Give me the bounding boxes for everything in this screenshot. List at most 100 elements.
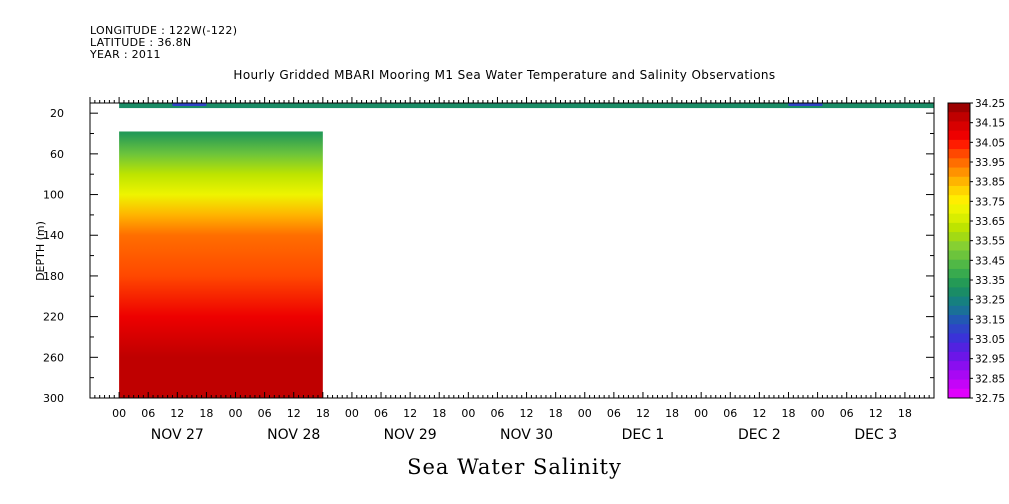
x-hour-label: 00 bbox=[461, 407, 475, 420]
x-day-label: DEC 1 bbox=[622, 427, 665, 443]
x-day-label: DEC 2 bbox=[738, 427, 781, 443]
colorbar-label: 32.85 bbox=[975, 373, 1005, 385]
colorbar-swatch bbox=[948, 195, 970, 205]
x-hour-label: 06 bbox=[840, 407, 854, 420]
colorbar-swatch bbox=[948, 259, 970, 270]
x-hour-label: 12 bbox=[752, 407, 766, 420]
colorbar-label: 34.15 bbox=[975, 118, 1005, 130]
variable-title: Sea Water Salinity bbox=[407, 455, 622, 479]
chart-title: Hourly Gridded MBARI Mooring M1 Sea Wate… bbox=[233, 68, 776, 82]
colorbar-swatch bbox=[948, 342, 970, 353]
colorbar-swatch bbox=[948, 296, 970, 307]
colorbar-swatch bbox=[948, 315, 970, 325]
colorbar-swatch bbox=[948, 112, 970, 122]
colorbar-label: 33.45 bbox=[975, 255, 1005, 267]
colorbar-label: 33.85 bbox=[975, 177, 1005, 189]
x-hour-label: 18 bbox=[781, 407, 795, 420]
y-tick-label: 60 bbox=[50, 148, 64, 161]
y-tick-label: 300 bbox=[43, 392, 64, 405]
colorbar-label: 33.35 bbox=[975, 275, 1005, 287]
colorbar-swatch bbox=[948, 333, 970, 344]
colorbar-label: 33.75 bbox=[975, 196, 1005, 208]
colorbar-swatch bbox=[948, 158, 970, 169]
colorbar-swatch bbox=[948, 185, 970, 196]
x-hour-label: 06 bbox=[258, 407, 272, 420]
colorbar-label: 33.15 bbox=[975, 314, 1005, 326]
x-day-label: NOV 28 bbox=[267, 427, 320, 443]
year-label: YEAR : 2011 bbox=[90, 48, 161, 61]
colorbar-swatch bbox=[948, 103, 970, 113]
colorbar-swatch bbox=[948, 250, 970, 261]
y-tick-label: 100 bbox=[43, 189, 64, 202]
x-hour-label: 00 bbox=[694, 407, 708, 420]
colorbar-frame bbox=[947, 102, 971, 399]
x-day-label: DEC 3 bbox=[854, 427, 897, 443]
x-hour-label: 12 bbox=[520, 407, 534, 420]
colorbar-swatch bbox=[948, 379, 970, 390]
x-hour-label: 06 bbox=[607, 407, 621, 420]
colorbar-swatch bbox=[948, 241, 970, 251]
surface-salinity-strip bbox=[119, 103, 934, 109]
y-tick-label: 140 bbox=[43, 229, 64, 242]
x-hour-label: 00 bbox=[345, 407, 359, 420]
y-axis-label: DEPTH (m) bbox=[34, 221, 47, 281]
colorbar-label: 32.95 bbox=[975, 354, 1005, 366]
colorbar-swatch bbox=[948, 351, 970, 362]
colorbar-swatch bbox=[948, 222, 970, 233]
salinity-profile-block bbox=[119, 131, 323, 398]
x-hour-label: 18 bbox=[199, 407, 213, 420]
x-hour-label: 12 bbox=[287, 407, 301, 420]
colorbar-swatch bbox=[948, 268, 970, 279]
colorbar-label: 34.25 bbox=[975, 98, 1005, 110]
longitude-label: LONGITUDE : 122W(-122) bbox=[90, 24, 238, 37]
colorbar-swatch bbox=[948, 287, 970, 298]
x-hour-label: 18 bbox=[549, 407, 563, 420]
colorbar-swatch bbox=[948, 370, 970, 381]
colorbar-label: 34.05 bbox=[975, 137, 1005, 149]
surface-low-patch bbox=[172, 103, 207, 106]
colorbar-swatch bbox=[948, 305, 970, 316]
colorbar-label: 33.55 bbox=[975, 236, 1005, 248]
x-hour-label: 18 bbox=[432, 407, 446, 420]
x-hour-label: 06 bbox=[490, 407, 504, 420]
colorbar-label: 33.25 bbox=[975, 295, 1005, 307]
x-hour-label: 00 bbox=[229, 407, 243, 420]
x-hour-label: 06 bbox=[723, 407, 737, 420]
y-tick-label: 180 bbox=[43, 270, 64, 283]
surface-low-patch bbox=[788, 103, 823, 106]
x-hour-label: 12 bbox=[170, 407, 184, 420]
colorbar-label: 33.05 bbox=[975, 334, 1005, 346]
x-hour-label: 06 bbox=[141, 407, 155, 420]
y-tick-label: 20 bbox=[50, 107, 64, 120]
y-tick-label: 260 bbox=[43, 351, 64, 364]
colorbar-swatch bbox=[948, 204, 970, 215]
colorbar-swatch bbox=[948, 121, 970, 132]
y-tick-label: 220 bbox=[43, 311, 64, 324]
colorbar-swatch bbox=[948, 324, 970, 334]
x-hour-label: 18 bbox=[665, 407, 679, 420]
x-day-label: NOV 27 bbox=[151, 427, 204, 443]
x-hour-label: 18 bbox=[898, 407, 912, 420]
x-hour-label: 18 bbox=[316, 407, 330, 420]
colorbar-swatch bbox=[948, 130, 970, 141]
colorbar-swatch bbox=[948, 167, 970, 178]
x-hour-label: 00 bbox=[112, 407, 126, 420]
colorbar-swatch bbox=[948, 139, 970, 150]
colorbar-swatch bbox=[948, 213, 970, 224]
colorbar-swatch bbox=[948, 149, 970, 159]
x-hour-label: 06 bbox=[374, 407, 388, 420]
colorbar-label: 32.75 bbox=[975, 393, 1005, 405]
colorbar-swatch bbox=[948, 232, 970, 242]
x-hour-label: 00 bbox=[578, 407, 592, 420]
colorbar-swatch bbox=[948, 278, 970, 288]
x-day-label: NOV 29 bbox=[384, 427, 437, 443]
colorbar-label: 33.95 bbox=[975, 157, 1005, 169]
x-hour-label: 12 bbox=[869, 407, 883, 420]
latitude-label: LATITUDE : 36.8N bbox=[90, 36, 192, 49]
colorbar-swatch bbox=[948, 176, 970, 187]
x-hour-label: 12 bbox=[403, 407, 417, 420]
x-day-label: NOV 30 bbox=[500, 427, 553, 443]
colorbar-label: 33.65 bbox=[975, 216, 1005, 228]
x-hour-label: 00 bbox=[811, 407, 825, 420]
